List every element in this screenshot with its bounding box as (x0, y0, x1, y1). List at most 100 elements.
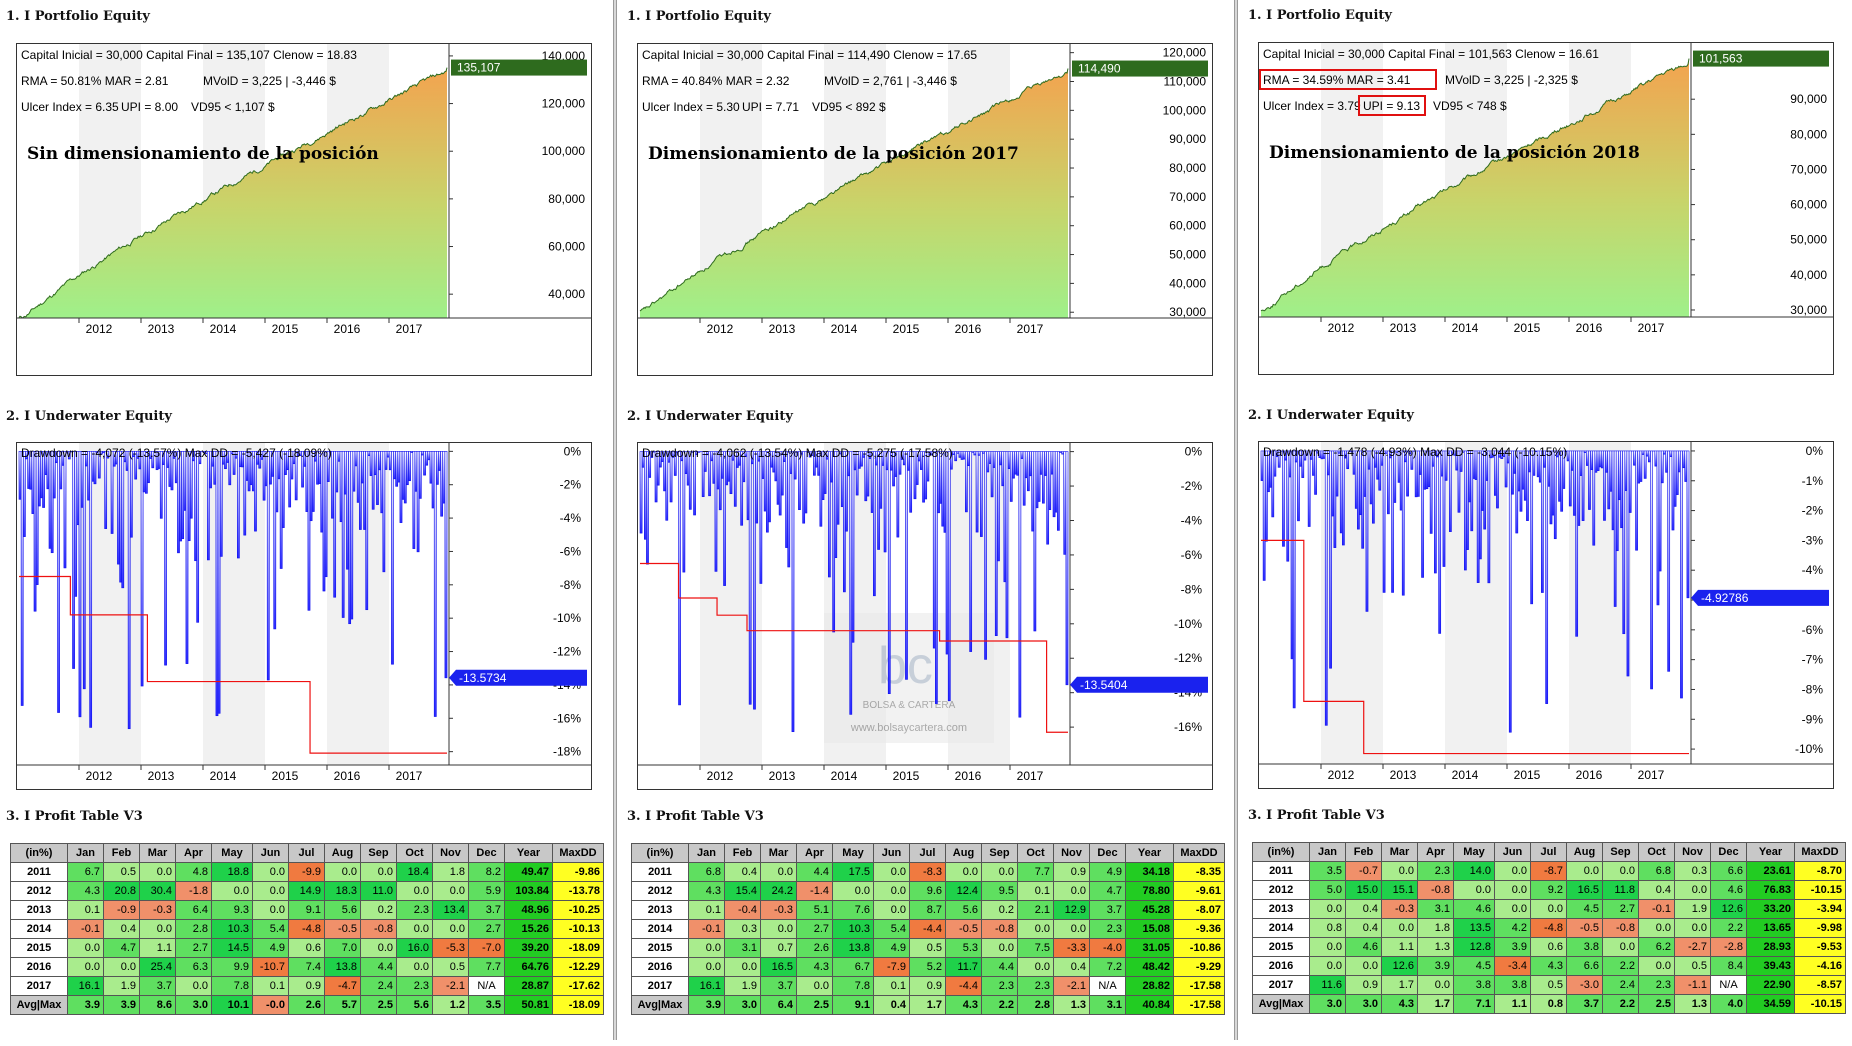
chart-annotation: Sin dimensionamiento de la posición (27, 144, 379, 164)
drawdown-bar (416, 451, 420, 553)
table-header-cell: Nov (1053, 843, 1090, 863)
drawdown-bar (1466, 450, 1469, 550)
table-row: 2014 0.8 0.4 0.0 1.8 13.5 4.2 -4.8 -0.5 -0.8 0.0 0.… (1252, 918, 1846, 938)
drawdown-bar (1324, 450, 1328, 726)
table-header-cell: Sep (360, 843, 397, 863)
month-cell: 0.4 (724, 862, 761, 882)
month-cell: 3.9 (688, 995, 725, 1015)
y-tick-label: 60,000 (548, 240, 585, 254)
month-cell: 7.7 (1017, 862, 1054, 882)
drawdown-bar (763, 451, 767, 512)
drawdown-bar (759, 451, 763, 584)
month-cell: 7.8 (832, 976, 874, 996)
month-cell: 0.1 (873, 976, 910, 996)
table-row: 2013 0.1 -0.9 -0.3 6.4 9.3 0.0 9.1 5.6 0.2 2.3 13.4… (10, 900, 604, 920)
month-cell: -0.3 (760, 900, 797, 920)
current-drawdown-badge-label: -4.92786 (1701, 591, 1749, 605)
maxdd-cell: -10.15 (1794, 994, 1846, 1014)
stats-mvold: MVolD = 3,225 | -3,446 $ (203, 74, 336, 88)
month-cell: 18.8 (211, 862, 253, 882)
drawdown-bar (207, 451, 210, 561)
y-tick-label: -3% (1802, 533, 1824, 547)
row-label: 2016 (1252, 956, 1310, 976)
table-row: 2011 3.5 -0.7 0.0 2.3 14.0 0.0 -8.7 0.0 0.0 6.8 0.3… (1252, 861, 1846, 881)
month-cell: 0.1 (688, 900, 725, 920)
final-value-badge (1072, 60, 1208, 77)
chart-annotation: Dimensionamiento de la posición 2018 (1269, 143, 1640, 163)
month-cell: 10.3 (211, 919, 253, 939)
month-cell: -3.3 (1053, 938, 1090, 958)
profit-table: (in%) Jan Feb Mar Apr May Jun Jul Aug Sep Oct Nov De… (631, 843, 1225, 1015)
max-drawdown-line (1261, 539, 1689, 755)
drawdown-bar (352, 451, 356, 492)
drawdown-bar (388, 451, 392, 471)
drawdown-bar (1020, 451, 1024, 459)
table-row: 2013 0.0 0.4 -0.3 3.1 4.6 0.0 0.0 4.5 2.7 -0.1 1.9 1… (1252, 899, 1846, 919)
drawdown-bar (1686, 450, 1690, 599)
drawdown-bar (1667, 450, 1671, 672)
table-header-cell: Jan (688, 843, 725, 863)
drawdown-bar (1005, 451, 1009, 639)
month-cell: 8.4 (1710, 956, 1747, 976)
drawdown-bar (35, 451, 39, 585)
row-label: 2011 (10, 862, 68, 882)
y-tick-label: -4% (1181, 513, 1203, 527)
month-cell: 24.2 (760, 881, 797, 901)
y-tick-label: -4% (560, 511, 582, 525)
month-cell: 12.9 (1053, 900, 1090, 920)
month-cell: 4.5 (1453, 956, 1495, 976)
month-cell: 6.6 (1710, 861, 1747, 881)
row-label: Avg|Max (631, 995, 689, 1015)
equity-area (19, 67, 447, 318)
drawdown-bar (121, 451, 125, 589)
maxdd-cell: -3.94 (1794, 899, 1846, 919)
x-tick-label: 2015 (1514, 321, 1541, 335)
table-header-cell: (in%) (1252, 842, 1310, 862)
drawdown-bar (1615, 450, 1619, 552)
y-tick-label: 60,000 (1169, 219, 1206, 233)
drawdown-bar (31, 451, 35, 514)
month-cell: 7.2 (1089, 957, 1126, 977)
y-tick-label: 40,000 (1169, 276, 1206, 290)
month-cell: N/A (1710, 975, 1747, 995)
drawdown-bars (1260, 450, 1690, 733)
drawdown-bar (1442, 450, 1446, 567)
month-cell: 2.7 (175, 938, 212, 958)
maxdd-cell: -9.86 (552, 862, 604, 882)
equity-line (18, 67, 448, 319)
month-cell: 12.8 (1453, 937, 1495, 957)
profit-section-title: 3. I Profit Table V3 (627, 809, 764, 824)
month-cell: -4.4 (945, 976, 982, 996)
drawdown-bar (1444, 450, 1448, 481)
drawdown-bar (977, 451, 981, 456)
month-cell: 5.0 (1309, 880, 1346, 900)
maxdd-cell: -17.58 (1173, 995, 1225, 1015)
x-tick-label: 2013 (1390, 768, 1417, 782)
x-tick-label: 2017 (1638, 768, 1665, 782)
maxdd-cell: -10.13 (552, 919, 604, 939)
drawdown-bar (1346, 450, 1350, 470)
month-cell: 0.1 (1017, 881, 1054, 901)
month-cell: 0.0 (873, 900, 910, 920)
month-cell: 4.3 (688, 881, 725, 901)
stats-ulcer: Ulcer Index = 5.30 (642, 100, 740, 114)
row-label: 2017 (10, 976, 68, 996)
drawdown-bar (1438, 450, 1442, 634)
drawdown-bar (1622, 450, 1626, 635)
month-cell: 1.9 (103, 976, 140, 996)
table-header-cell: Jun (1494, 842, 1531, 862)
drawdown-bars (639, 451, 1069, 733)
table-header-cell: Aug (945, 843, 982, 863)
y-tick-label: 80,000 (1790, 127, 1827, 141)
stats-ulcer: Ulcer Index = 6.35 (21, 100, 119, 114)
month-cell: 3.9 (1417, 956, 1454, 976)
year-total-cell: 76.83 (1746, 880, 1795, 900)
drawdown-bar (988, 451, 992, 464)
drawdown-bar (1031, 451, 1035, 532)
table-header-cell: Apr (175, 843, 212, 863)
table-header-cell: Feb (1345, 842, 1382, 862)
month-cell: 1.9 (724, 976, 761, 996)
drawdown-bar (431, 451, 435, 509)
year-total-cell: 33.20 (1746, 899, 1795, 919)
month-cell: 0.6 (288, 938, 325, 958)
